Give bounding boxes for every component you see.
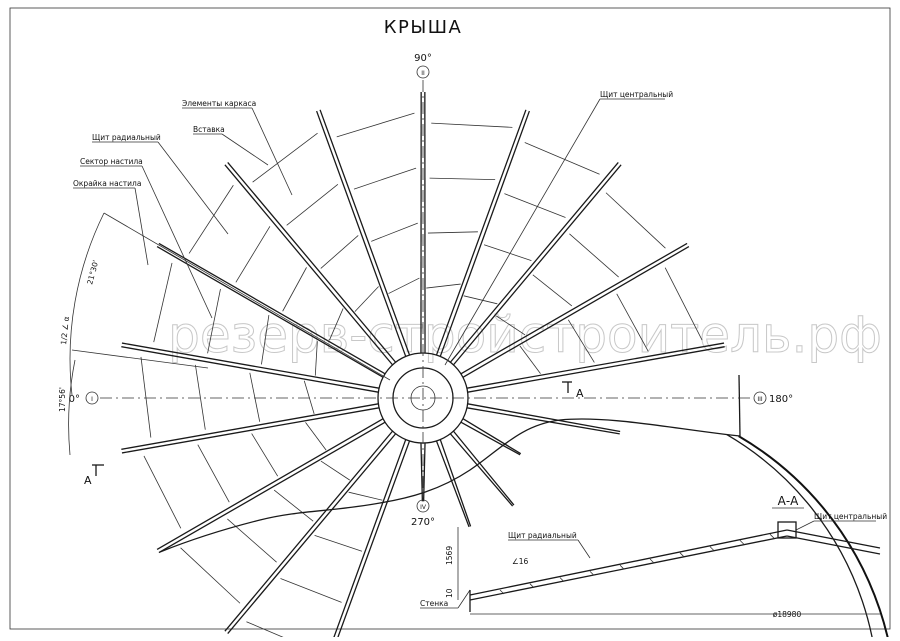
section-tick [650,559,654,563]
dim-angle-a: 21°30' [85,259,100,285]
section-central-panel: Щит центральный [814,512,887,521]
section-tick [770,534,774,538]
axis-right-mark: III [757,396,763,403]
section-tick [620,565,624,569]
purlin [227,519,276,562]
section-slope: ∠16 [512,557,528,566]
purlin [426,284,460,288]
axis-left-mark: I [91,396,93,403]
outer-rim [260,436,896,637]
radial-beam [157,419,383,550]
purlin [250,373,260,422]
section-wall: Стенка [420,599,448,608]
drawing-title: КРЫША [384,17,463,38]
section-roof-bottom [470,536,787,600]
radial-beam [121,404,378,450]
section-radial-panel: Щит радиальный [508,531,577,540]
purlin [431,123,512,127]
purlin [484,245,531,261]
axis-top-mark: II [421,70,425,77]
purlin [315,535,362,551]
callout-frame-elements: Элементы каркаса [182,99,256,108]
purlin [371,223,418,241]
section-tick [680,553,684,557]
axis-left-angle: 0° [69,394,80,405]
radial-beam [467,408,620,434]
callout-deck-sector: Сектор настила [80,157,143,166]
section-mark-left: А [84,465,104,487]
section-tick [740,540,744,544]
purlin [198,445,229,503]
purlin [321,461,350,480]
purlin [430,178,496,180]
callout-radial-panel: Щит радиальный [92,133,161,142]
section-height: 1569 [445,546,454,565]
purlin [525,143,600,175]
section-aa: А-А Щит центральный Щит радиальный ∠16 1… [420,494,887,619]
dim-angle-b: 1/2 ∠ α [59,316,71,345]
axis-bottom-angle: 270° [411,517,435,528]
section-diameter: ø18980 [773,610,802,619]
purlin [181,548,240,603]
purlin [283,267,307,311]
radial-beam [122,408,379,453]
dim-angle-c: 17°56' [58,387,67,412]
purlin [144,456,181,528]
purlin [464,296,498,304]
purlin [141,357,151,438]
radial-beam [463,419,521,454]
section-mark-right: А [562,382,584,400]
axis-top-angle: 90° [414,53,432,64]
purlin [569,234,618,277]
radial-beam [453,431,513,505]
purlin [306,422,327,450]
purlin [321,235,358,268]
callout-insert: Вставка [193,125,225,134]
angle-dimensions: 21°30' 1/2 ∠ α 17°56' [58,213,104,455]
radial-beam [461,422,520,455]
purlin [349,492,383,500]
radial-beam [436,441,469,527]
axis-right: III 180° [754,392,793,405]
purlin [236,226,270,282]
purlin [337,113,415,137]
cut-edge [160,419,740,552]
purlin [287,184,338,225]
purlin [606,193,665,248]
axis-left: 0° I [69,392,98,405]
axis-bottom-mark: IV [420,504,427,511]
purlin [533,275,572,306]
purlin [504,194,565,218]
purlin [428,232,478,233]
section-mark-a-left: А [84,474,92,487]
purlin [281,579,342,603]
cut-edge-right [739,375,740,436]
axis-bottom: IV 270° [411,500,435,528]
axis-top: 90° II [414,53,432,78]
purlin [253,133,318,182]
section-title: А-А [778,494,800,508]
axis-right-angle: 180° [769,394,793,405]
callout-central-panel: Щит центральный [600,90,673,99]
section-mark-a-right: А [576,387,584,400]
radial-beam [228,434,396,634]
purlin [354,168,416,189]
purlin [304,381,314,414]
purlin [388,278,419,293]
radial-beam [468,404,621,432]
callout-deck-edge: Окрайка настила [73,179,141,188]
purlin [195,365,205,430]
purlin [189,185,233,253]
section-tick [710,547,714,551]
purlin [252,434,278,477]
section-wall-height: 10 [445,588,454,598]
